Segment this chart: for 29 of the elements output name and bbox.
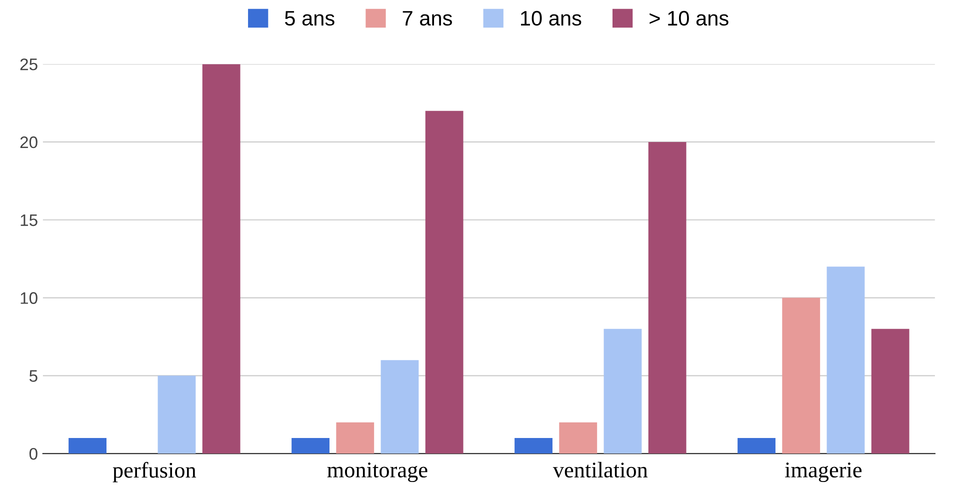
bar (782, 298, 820, 454)
legend-label: > 10 ans (650, 10, 728, 26)
legend-label: 5 ans (284, 11, 334, 26)
x-tick-label: perfusion (112, 462, 196, 482)
bar (871, 328, 910, 454)
x-tick-label: ventilation (552, 462, 648, 478)
bar (158, 376, 196, 454)
bar (514, 438, 552, 454)
bar (380, 360, 419, 454)
legend-label: 7 ans (402, 11, 452, 26)
bar (202, 64, 240, 454)
y-tick-label: 25 (20, 58, 38, 70)
bar (425, 110, 464, 454)
y-tick-label: 20 (20, 136, 38, 148)
bar (336, 422, 374, 454)
y-tick-label: 15 (20, 214, 38, 226)
bar (648, 142, 686, 454)
bar (604, 328, 642, 454)
bar (559, 422, 598, 454)
bar (68, 438, 106, 454)
y-tick-label: 0 (29, 448, 38, 460)
legend-label: 10 ans (520, 10, 582, 26)
x-tick-label: imagerie (785, 462, 862, 482)
y-tick-label: 10 (20, 292, 38, 304)
bar (826, 266, 865, 454)
bar (738, 438, 776, 454)
x-tick-label: monitorage (327, 462, 428, 482)
y-tick-label: 5 (29, 370, 38, 382)
bar (292, 438, 330, 454)
